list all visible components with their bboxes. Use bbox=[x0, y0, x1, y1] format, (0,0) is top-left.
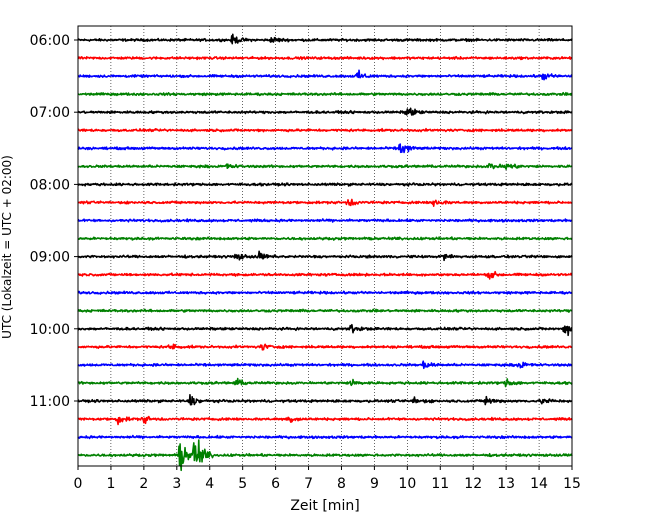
grid-layer bbox=[110, 26, 540, 466]
trace-10 bbox=[77, 218, 573, 223]
trace-21 bbox=[77, 415, 573, 426]
xtick-label-7: 7 bbox=[304, 476, 313, 492]
trace-4 bbox=[77, 107, 573, 116]
trace-14 bbox=[77, 290, 573, 295]
xtick-label-9: 9 bbox=[370, 476, 379, 492]
trace-22 bbox=[77, 434, 573, 440]
xtick-label-1: 1 bbox=[106, 476, 115, 492]
xtick-label-12: 12 bbox=[464, 476, 482, 492]
xtick-label-3: 3 bbox=[172, 476, 181, 492]
xtick-label-8: 8 bbox=[337, 476, 346, 492]
trace-15 bbox=[77, 308, 573, 313]
ytick-label-3: 09:00 bbox=[30, 250, 70, 266]
trace-2 bbox=[77, 69, 573, 81]
ytick-label-5: 11:00 bbox=[30, 394, 70, 410]
trace-6 bbox=[77, 143, 573, 154]
plot-frame bbox=[77, 25, 573, 467]
trace-1 bbox=[77, 55, 573, 61]
xtick-label-6: 6 bbox=[271, 476, 280, 492]
ytick-label-2: 08:00 bbox=[30, 177, 70, 193]
y-axis-label: UTC (Lokalzeit = UTC + 02:00) bbox=[0, 155, 14, 339]
trace-11 bbox=[77, 236, 573, 241]
trace-0 bbox=[77, 33, 573, 45]
xtick-label-0: 0 bbox=[74, 476, 83, 492]
y-axis: 06:00 07:00 08:00 09:00 10:00 11:00 bbox=[30, 33, 78, 410]
xtick-label-10: 10 bbox=[398, 476, 416, 492]
xtick-label-15: 15 bbox=[563, 476, 581, 492]
x-axis-label: Zeit [min] bbox=[290, 498, 359, 514]
trace-12 bbox=[77, 250, 573, 262]
ytick-label-1: 07:00 bbox=[30, 105, 70, 121]
trace-19 bbox=[77, 377, 573, 388]
trace-7 bbox=[77, 162, 573, 170]
trace-20 bbox=[77, 393, 573, 406]
xtick-label-2: 2 bbox=[139, 476, 148, 492]
xtick-label-14: 14 bbox=[530, 476, 548, 492]
xtick-label-4: 4 bbox=[205, 476, 214, 492]
x-axis: 0 1 2 3 4 5 6 7 8 9 10 11 12 13 14 15 bbox=[74, 466, 581, 492]
trace-9 bbox=[77, 198, 573, 207]
trace-5 bbox=[77, 127, 573, 133]
trace-8 bbox=[77, 182, 573, 187]
xtick-label-11: 11 bbox=[431, 476, 449, 492]
trace-23 bbox=[77, 439, 573, 472]
trace-18 bbox=[77, 360, 573, 370]
ytick-label-0: 06:00 bbox=[30, 33, 70, 49]
trace-17 bbox=[77, 343, 573, 351]
trace-16 bbox=[77, 323, 573, 337]
ytick-label-4: 10:00 bbox=[30, 322, 70, 338]
trace-13 bbox=[77, 270, 573, 280]
trace-layer bbox=[77, 33, 573, 472]
xtick-label-5: 5 bbox=[238, 476, 247, 492]
xtick-label-13: 13 bbox=[497, 476, 515, 492]
trace-3 bbox=[77, 91, 573, 97]
